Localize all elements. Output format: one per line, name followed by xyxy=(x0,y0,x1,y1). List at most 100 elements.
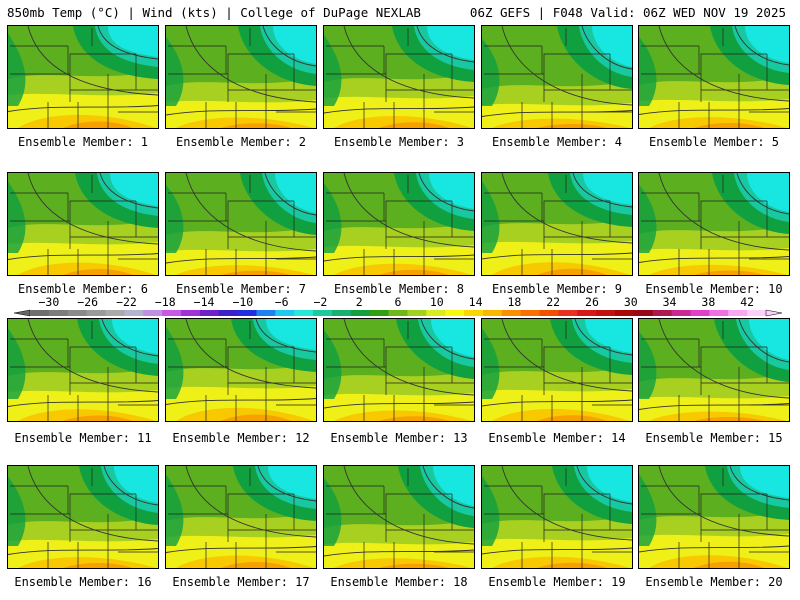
temperature-map xyxy=(639,26,789,128)
colorbar-swatch xyxy=(30,310,50,316)
ensemble-map-panel xyxy=(7,25,159,129)
colorbar-tick-label: 34 xyxy=(663,295,677,309)
colorbar-swatch xyxy=(652,310,673,316)
colorbar-swatch xyxy=(445,310,465,316)
state-borders xyxy=(641,175,789,275)
state-borders xyxy=(326,28,474,128)
ensemble-map-panel xyxy=(7,465,159,569)
colorbar-swatch xyxy=(67,310,88,316)
colorbar-tick-label: 26 xyxy=(585,295,599,309)
contour-lines xyxy=(8,466,158,555)
ensemble-member-label: Ensemble Member: 7 xyxy=(175,282,307,296)
state-borders xyxy=(641,321,789,421)
colorbar-left-arrow xyxy=(13,309,31,317)
temperature-map xyxy=(639,466,789,568)
temperature-map xyxy=(324,319,474,421)
contour-lines xyxy=(482,26,632,117)
colorbar-tick-label: 22 xyxy=(546,295,560,309)
temperature-map xyxy=(639,319,789,421)
ensemble-map-panel xyxy=(638,172,790,276)
state-borders xyxy=(326,468,474,568)
temperature-map xyxy=(482,466,632,568)
colorbar-swatch xyxy=(747,310,767,316)
colorbar-swatch xyxy=(520,310,541,316)
colorbar-swatch xyxy=(105,310,125,316)
colorbar-swatch xyxy=(426,310,446,316)
contour-lines xyxy=(8,26,158,112)
temperature-map xyxy=(166,26,316,128)
temperature-map xyxy=(324,466,474,568)
colorbar-swatch xyxy=(407,310,427,316)
ensemble-map-panel xyxy=(323,318,475,422)
state-borders xyxy=(484,28,632,128)
temperature-map xyxy=(8,319,158,421)
contour-lines xyxy=(482,466,632,555)
colorbar-swatch xyxy=(124,310,144,316)
contour-lines xyxy=(166,173,316,264)
contour-lines xyxy=(639,173,789,263)
temperature-map xyxy=(482,26,632,128)
contour-lines xyxy=(166,319,316,405)
map-title-left: 850mb Temp (°C) | Wind (kts) | College o… xyxy=(7,5,421,20)
colorbar-tick-label: 38 xyxy=(701,295,715,309)
ensemble-map-panel xyxy=(481,465,633,569)
colorbar-swatch xyxy=(388,310,408,316)
colorbar-tick-label: −30 xyxy=(38,295,59,309)
contour-lines xyxy=(8,173,158,260)
ensemble-map-panel xyxy=(481,172,633,276)
temperature-map xyxy=(482,319,632,421)
colorbar-tick-label: −2 xyxy=(313,295,327,309)
ensemble-member-label: Ensemble Member: 17 xyxy=(172,575,310,589)
colorbar-tick-label: −10 xyxy=(232,295,253,309)
ensemble-member-label: Ensemble Member: 9 xyxy=(491,282,623,296)
contour-lines xyxy=(324,466,474,557)
colorbar-swatch xyxy=(615,310,635,316)
colorbar-swatch xyxy=(162,310,182,316)
contour-lines xyxy=(639,26,789,115)
state-borders xyxy=(10,175,158,275)
ensemble-member-label: Ensemble Member: 3 xyxy=(333,135,465,149)
colorbar-swatch xyxy=(313,310,333,316)
state-borders xyxy=(168,175,316,275)
contour-lines xyxy=(324,319,474,409)
colorbar-tick-label: 18 xyxy=(507,295,521,309)
temperature-map xyxy=(324,173,474,275)
state-borders xyxy=(326,321,474,421)
colorbar-swatch xyxy=(577,310,597,316)
contour-lines xyxy=(8,319,158,407)
colorbar-swatch xyxy=(558,310,578,316)
contour-lines xyxy=(324,173,474,262)
ensemble-map-panel xyxy=(7,172,159,276)
colorbar-swatch xyxy=(501,310,522,316)
ensemble-member-label: Ensemble Member: 18 xyxy=(330,575,468,589)
ensemble-map-panel xyxy=(165,172,317,276)
state-borders xyxy=(10,28,158,128)
colorbar-tick-label: 10 xyxy=(430,295,444,309)
colorbar-swatch xyxy=(671,310,692,316)
ensemble-map-panel xyxy=(481,318,633,422)
ensemble-map-panel xyxy=(638,465,790,569)
ensemble-map-panel xyxy=(165,25,317,129)
ensemble-map-panel xyxy=(165,318,317,422)
ensemble-member-label: Ensemble Member: 2 xyxy=(175,135,307,149)
colorbar-swatch xyxy=(596,310,616,316)
map-title-right: 06Z GEFS | F048 Valid: 06Z WED NOV 19 20… xyxy=(469,5,786,20)
ensemble-member-label: Ensemble Member: 13 xyxy=(330,431,468,445)
temperature-map xyxy=(639,173,789,275)
colorbar-tick-label: −6 xyxy=(275,295,289,309)
state-borders xyxy=(484,468,632,568)
colorbar-tick-label: 6 xyxy=(395,295,402,309)
state-borders xyxy=(168,468,316,568)
temperature-map xyxy=(8,26,158,128)
colorbar-tick-label: 42 xyxy=(740,295,754,309)
colorbar-swatch xyxy=(690,310,710,316)
temperature-map xyxy=(482,173,632,275)
colorbar-swatch xyxy=(369,310,390,316)
ensemble-member-label: Ensemble Member: 11 xyxy=(14,431,152,445)
ensemble-map-panel xyxy=(323,172,475,276)
colorbar-swatch xyxy=(180,310,201,316)
ensemble-map-panel xyxy=(481,25,633,129)
colorbar-swatch xyxy=(728,310,748,316)
ensemble-map-panel xyxy=(7,318,159,422)
colorbar-swatch xyxy=(633,310,654,316)
